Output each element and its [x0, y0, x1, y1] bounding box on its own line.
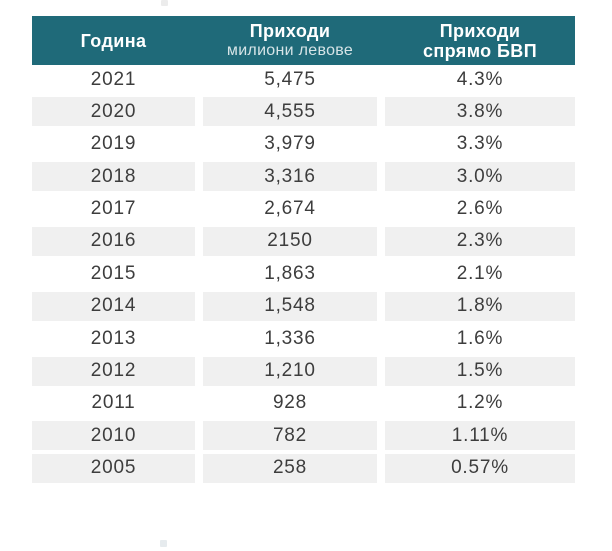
gdp-percent-cell: 1.8% [385, 291, 575, 321]
table-row: 2017 2,674 2.6% [32, 195, 575, 227]
table-row: 2011 928 1.2% [32, 389, 575, 421]
table-row: 2020 4,555 3.8% [32, 97, 575, 129]
table-row: 2019 3,979 3.3% [32, 130, 575, 162]
table-row: 2014 1,548 1.8% [32, 291, 575, 324]
revenue-cell: 3,316 [203, 162, 377, 192]
table-row: 2018 3,316 3.0% [32, 162, 575, 194]
gdp-percent-cell: 2.3% [385, 226, 575, 256]
revenue-cell: 2150 [203, 226, 377, 256]
year-cell: 2010 [32, 421, 195, 451]
revenue-cell: 782 [203, 421, 377, 451]
year-cell: 2014 [32, 291, 195, 321]
gdp-column-header: Приходи спрямо БВП [385, 16, 575, 65]
table-header: Година Приходи милиони левове Приходи сп… [32, 16, 575, 65]
revenue-cell: 5,475 [264, 68, 316, 90]
gdp-percent-cell: 2.6% [456, 198, 504, 220]
table-row: 2012 1,210 1.5% [32, 356, 575, 389]
table-row: 2013 1,336 1.6% [32, 324, 575, 356]
year-cell: 2005 [32, 453, 195, 483]
revenue-header-subtitle: милиони левове [226, 42, 354, 59]
year-cell: 2017 [90, 198, 137, 220]
year-cell: 2018 [32, 162, 195, 192]
table-row: 2021 5,475 4.3% [32, 65, 575, 97]
year-cell: 2021 [90, 68, 137, 90]
revenue-column-header: Приходи милиони левове [203, 16, 377, 65]
year-cell: 2019 [90, 133, 137, 155]
table-body: 2021 5,475 4.3% 2020 4,555 3.8% 2019 3,9… [32, 65, 575, 486]
table-row: 2005 258 0.57% [32, 453, 575, 486]
table-row: 2010 782 1.11% [32, 421, 575, 453]
year-cell: 2011 [91, 392, 136, 414]
year-cell: 2016 [32, 226, 195, 256]
revenue-cell: 258 [203, 453, 377, 483]
gdp-header-label: Приходи спрямо БВП [422, 20, 538, 61]
gdp-percent-cell: 3.3% [456, 133, 504, 155]
year-column-header: Година [32, 16, 195, 65]
revenue-cell: 928 [272, 392, 308, 414]
gdp-percent-cell: 1.6% [456, 327, 504, 349]
gdp-percent-cell: 0.57% [385, 453, 575, 483]
revenue-cell: 1,548 [203, 291, 377, 321]
revenue-header-label: Приходи [249, 21, 331, 41]
gdp-percent-cell: 3.8% [385, 97, 575, 127]
revenue-cell: 4,555 [203, 97, 377, 127]
gdp-percent-cell: 1.11% [385, 421, 575, 451]
gdp-percent-cell: 2.1% [456, 262, 504, 284]
cursor-artifact-bottom [160, 540, 167, 547]
revenue-cell: 1,336 [264, 327, 316, 349]
year-header-label: Година [80, 30, 147, 51]
table-row: 2015 1,863 2.1% [32, 259, 575, 291]
year-cell: 2012 [32, 356, 195, 386]
revenue-cell: 1,210 [203, 356, 377, 386]
table-row: 2016 2150 2.3% [32, 226, 575, 259]
revenue-cell: 2,674 [264, 198, 316, 220]
cursor-artifact-top [161, 0, 168, 6]
revenue-table: Година Приходи милиони левове Приходи сп… [32, 16, 575, 486]
year-cell: 2015 [90, 262, 137, 284]
year-cell: 2013 [90, 327, 137, 349]
gdp-percent-cell: 1.5% [385, 356, 575, 386]
year-cell: 2020 [32, 97, 195, 127]
gdp-percent-cell: 3.0% [385, 162, 575, 192]
revenue-cell: 3,979 [264, 133, 316, 155]
gdp-percent-cell: 1.2% [456, 392, 504, 414]
gdp-percent-cell: 4.3% [456, 68, 504, 90]
revenue-cell: 1,863 [264, 262, 316, 284]
